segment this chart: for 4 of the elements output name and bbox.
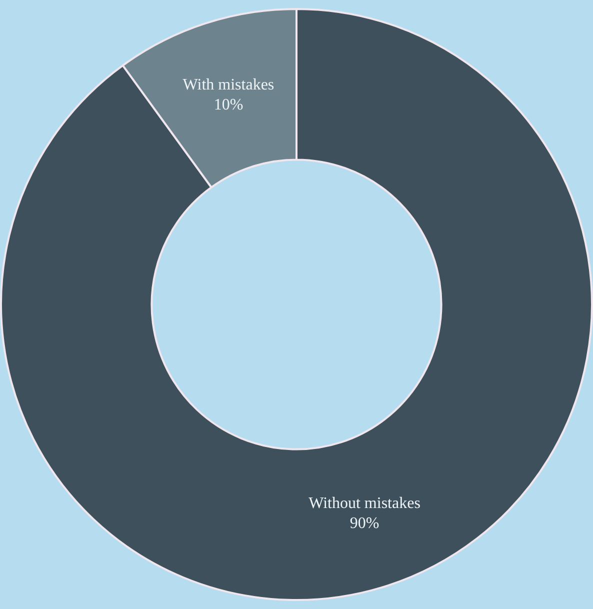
slice-label: With mistakes	[182, 76, 274, 94]
slice-label: Without mistakes	[308, 495, 420, 512]
data-label: 90%	[350, 515, 380, 532]
data-label: 10%	[214, 96, 244, 114]
